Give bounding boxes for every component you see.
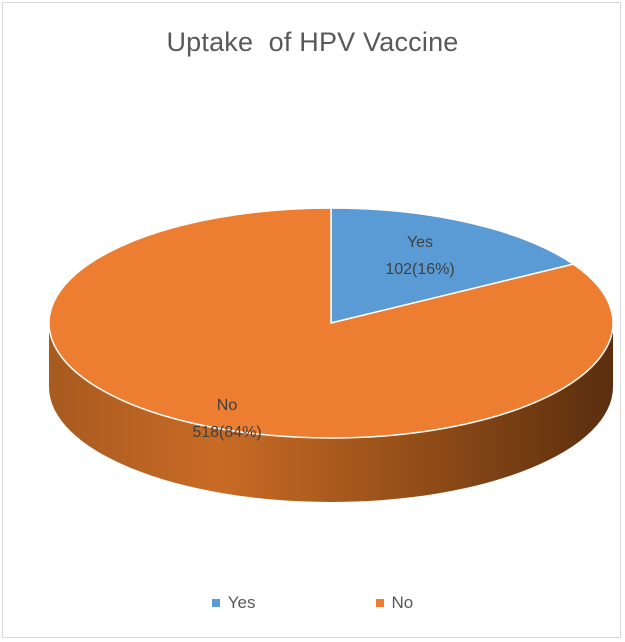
pie-slice-no[interactable] — [48, 207, 614, 439]
legend-label-no: No — [391, 593, 414, 612]
legend: Yes No — [0, 592, 625, 614]
data-label-value-yes: 102(16%) — [385, 261, 454, 278]
data-label-value-no: 518(84%) — [192, 424, 261, 441]
legend-label-yes: Yes — [227, 593, 256, 612]
data-label-category-no: No — [217, 397, 238, 414]
pie-slice-yes[interactable] — [330, 207, 576, 324]
legend-swatch-no — [375, 599, 384, 607]
legend-item-yes[interactable]: Yes — [211, 592, 256, 614]
legend-swatch-yes — [211, 599, 220, 607]
legend-item-no[interactable]: No — [375, 592, 414, 614]
chart-title: Uptake of HPV Vaccine — [166, 27, 459, 57]
data-label-category-yes: Yes — [407, 234, 433, 251]
pie-side-wall — [49, 323, 613, 502]
